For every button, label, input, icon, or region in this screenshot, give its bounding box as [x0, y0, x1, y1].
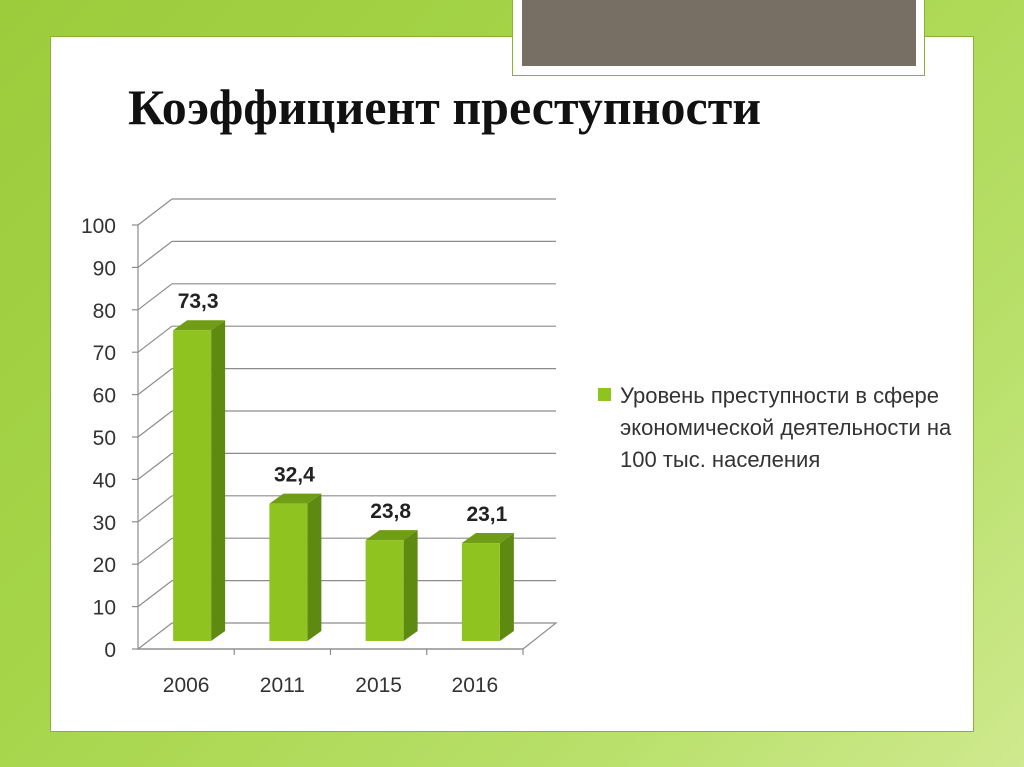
chart-legend: Уровень преступности в сфере экономическ…: [598, 380, 958, 476]
gridline-side: [137, 410, 173, 438]
bar: [365, 540, 404, 641]
legend-swatch: [598, 388, 611, 401]
y-tick-label: 10: [93, 597, 116, 620]
x-tick-label: 2015: [355, 674, 402, 697]
y-tick-label: 30: [93, 512, 116, 535]
gridline-side: [137, 283, 173, 311]
y-tick-label: 90: [93, 257, 116, 280]
y-tick-label: 50: [93, 427, 116, 450]
bar-top: [365, 530, 418, 541]
y-tick-label: 80: [93, 300, 116, 323]
data-label: 32,4: [274, 464, 315, 487]
x-tick-label: 2006: [163, 674, 210, 697]
y-tick-label: 100: [81, 215, 116, 238]
gridline-side: [137, 368, 173, 396]
data-label: 23,8: [370, 500, 411, 523]
legend-label: Уровень преступности в сфере экономическ…: [620, 383, 952, 472]
gridline-side: [137, 240, 173, 268]
data-label: 23,1: [466, 503, 507, 526]
bar: [269, 503, 308, 641]
x-tick-label: 2016: [452, 674, 499, 697]
gridline-side: [137, 495, 173, 523]
bar-top: [269, 493, 322, 504]
y-tick-label: 70: [93, 342, 116, 365]
gridline-side: [137, 198, 173, 226]
y-tick-label: 60: [93, 385, 116, 408]
bar-side: [499, 533, 514, 641]
bar-side: [403, 530, 418, 641]
data-label: 73,3: [178, 290, 219, 313]
x-tick-label: 2011: [260, 674, 305, 697]
bar: [173, 330, 212, 641]
header-bar: [522, 0, 916, 66]
bar-top: [173, 320, 226, 331]
gridline-side: [137, 452, 173, 480]
y-tick-label: 0: [104, 639, 116, 662]
gridline-side: [137, 325, 173, 353]
bar-side: [307, 493, 322, 641]
y-tick-label: 40: [93, 469, 116, 492]
bar: [461, 543, 500, 641]
bar-top: [461, 533, 514, 544]
slide-title: Коэффициент преступности: [128, 79, 762, 135]
bar-side: [211, 320, 226, 641]
y-tick-label: 20: [93, 554, 116, 577]
gridline-side: [137, 537, 173, 565]
gridline-side: [137, 580, 173, 608]
